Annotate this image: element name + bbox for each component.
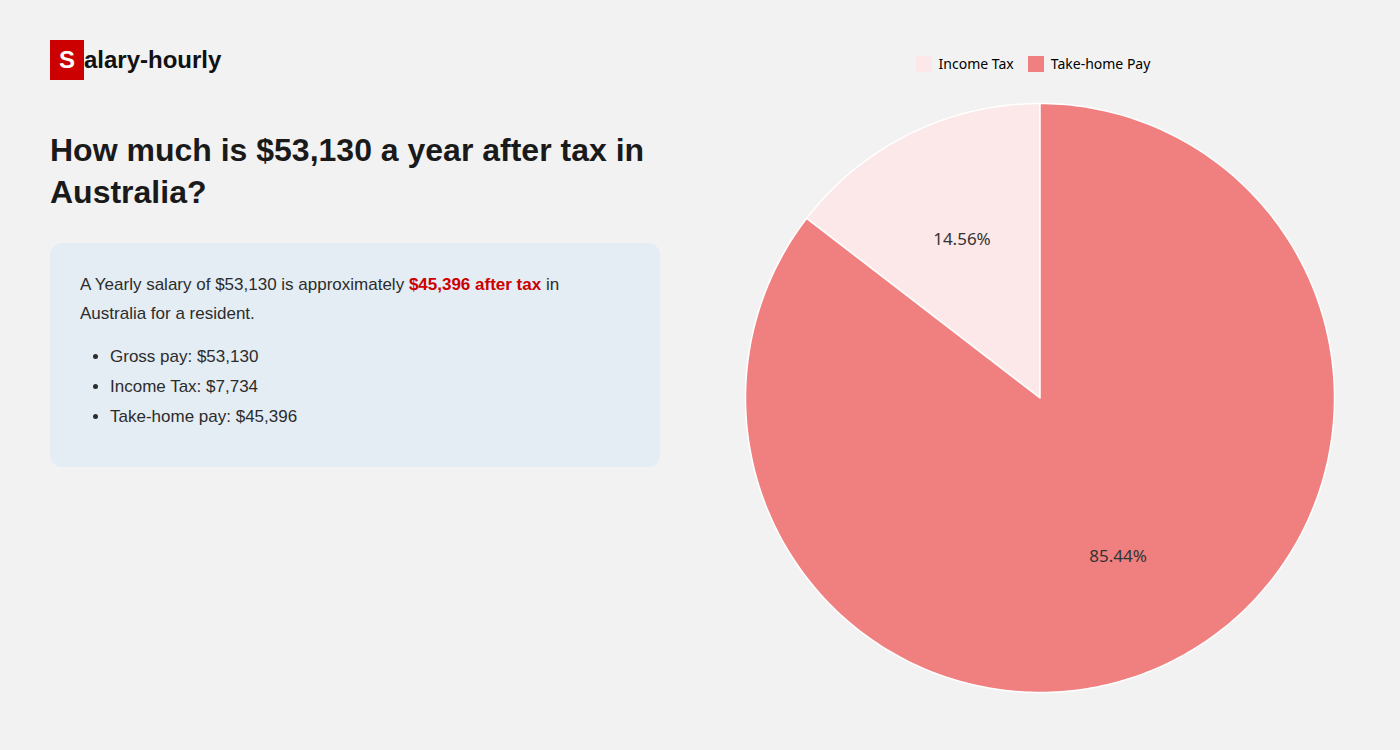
html-text:Gross pay: $53,130: Gross pay: $53,130 — [110, 347, 259, 366]
html-text:Australia for a resident.: Australia for a resident. — [80, 304, 255, 324]
html-text:S alary-hourly: S alary-hourly — [59, 46, 222, 73]
html-text:A Yearly salary of $53,130 is: A Yearly salary of $53,130 is approximat… — [80, 275, 560, 295]
html-text:Income Tax: Income Tax — [938, 54, 1014, 73]
svg-text:85.44%: 85.44% — [1089, 544, 1147, 567]
svg-text:14.56%: 14.56% — [933, 227, 991, 250]
html-text:How much is $53,130 a year aft: How much is $53,130 a year after tax in … — [50, 132, 645, 210]
html-text:Take-home Pay: Take-home Pay — [1050, 54, 1151, 73]
html-text:Income Tax: $7,734: Income Tax: $7,734 — [110, 377, 259, 396]
html-text:Take-home pay: $45,396: Take-home pay: $45,396 — [110, 407, 298, 426]
